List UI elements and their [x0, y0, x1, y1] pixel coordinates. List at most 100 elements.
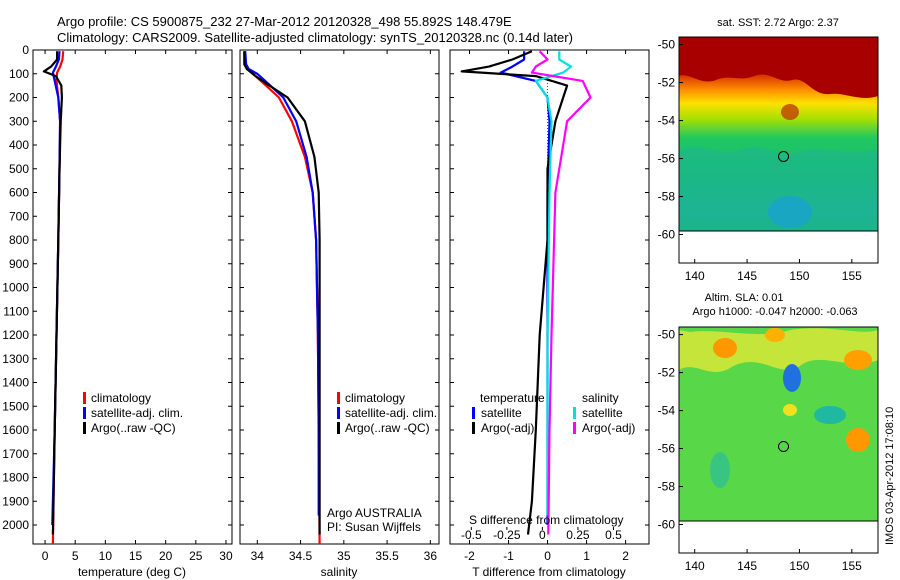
- salinity-lines: [243, 51, 321, 545]
- difference-x-axis: -2 -1 0 1 2 -0.5 -0.25 0 0.25 0.5: [461, 50, 629, 563]
- depth-tick-label: 1800: [2, 471, 29, 485]
- x-tick-label: 0: [544, 549, 551, 563]
- legend-label-temperature-satellite: satellite: [481, 406, 522, 420]
- x-tick-label: 0: [42, 549, 49, 563]
- legend-label-temperature-argo: Argo(-adj): [481, 421, 534, 435]
- t-difference-label: T difference from climatology: [472, 565, 626, 579]
- legend-swatch-temperature-satellite: [472, 407, 475, 419]
- lat-tick-label: -58: [658, 480, 676, 494]
- sst-cool-band: [679, 146, 878, 231]
- legend-label-argo: Argo(..raw -QC): [345, 421, 430, 435]
- depth-tick-label: 0: [22, 43, 29, 57]
- sst-map-panel: sat. SST: 2.72 Argo: 2.37 140 145 150 155 -5…: [658, 17, 879, 283]
- sla-map-axes: [678, 326, 879, 554]
- x-tick-label: -1: [503, 549, 514, 563]
- legend-label-salinity-argo: Argo(-adj): [582, 421, 635, 435]
- depth-tick-label: 1200: [2, 328, 29, 342]
- sla-yellow-spot: [783, 404, 797, 416]
- temperature-x-label: temperature (deg C): [78, 565, 186, 579]
- sst-map-axes: [678, 36, 879, 264]
- s-difference-tick-label: 0.5: [605, 528, 622, 542]
- sla-orange-eddy-east: [844, 350, 872, 370]
- depth-tick-label: 1300: [2, 352, 29, 366]
- lon-tick-label: 155: [842, 269, 862, 283]
- difference-panel: -2 -1 0 1 2 -0.5 -0.25 0 0.25 0.5 temperature sal…: [449, 49, 650, 579]
- lat-tick-label: -56: [658, 152, 676, 166]
- sst-cold-patch: [768, 196, 812, 228]
- temperature-x-axis: 0 5 10 15 20 25 30: [42, 50, 233, 563]
- depth-tick-label: 1000: [2, 281, 29, 295]
- s-difference-tick-label: 0.25: [566, 528, 590, 542]
- depth-tick-label: 200: [9, 91, 29, 105]
- sla-orange-eddy-south: [846, 428, 870, 452]
- lon-tick-label: 155: [842, 559, 862, 573]
- series-line-argo-raw-qc-: [42, 51, 64, 535]
- sla-teal-south: [710, 452, 730, 488]
- legend-label-argo: Argo(..raw -QC): [91, 421, 176, 435]
- lat-tick-label: -54: [658, 114, 676, 128]
- temperature-lines: [42, 51, 65, 545]
- series-line-salinity-satellite: [534, 51, 573, 516]
- s-difference-tick-label: -0.5: [461, 528, 482, 542]
- argo-float-marker: [778, 150, 790, 162]
- sst-warm-front: [679, 37, 878, 98]
- title-line-2: Climatology: CARS2009. Satellite-adjuste…: [57, 30, 573, 45]
- x-tick-label: 25: [189, 549, 203, 563]
- title-line-1: Argo profile: CS 5900875_232 27-Mar-2012…: [57, 14, 512, 29]
- difference-lines: [460, 50, 592, 535]
- legend-label-salinity-satellite: satellite: [582, 406, 623, 420]
- difference-depth-ticks: [450, 49, 649, 526]
- sla-map-panel: Altim. SLA: 0.01 Argo h1000: -0.047 h200…: [658, 292, 879, 573]
- sst-warm-eddy: [781, 104, 799, 120]
- x-tick-label: 35.5: [375, 549, 399, 563]
- temperature-axes-frame: [32, 49, 233, 545]
- series-line-satellite-adj-clim-: [244, 51, 320, 516]
- sla-map-title: Altim. SLA: 0.01: [705, 292, 784, 304]
- legend-label-climatology: climatology: [345, 391, 405, 405]
- legend-swatch-satellite-adj: [337, 407, 340, 419]
- lat-tick-label: -52: [658, 366, 676, 380]
- depth-tick-label: 500: [9, 162, 29, 176]
- legend-swatch-salinity-satellite: [573, 407, 576, 419]
- x-tick-label: 34.5: [289, 549, 313, 563]
- legend-swatch-climatology: [337, 392, 340, 404]
- lat-tick-label: -56: [658, 442, 676, 456]
- x-tick-label: 15: [129, 549, 143, 563]
- depth-tick-label: 1700: [2, 447, 29, 461]
- salinity-legend: climatology satellite-adj. clim. Argo(..…: [337, 391, 437, 435]
- sla-heatmap: [679, 327, 878, 521]
- depth-tick-label: 1500: [2, 399, 29, 413]
- salinity-panel: 34 34.5 35 35.5 36 climatology satellite-adj…: [239, 49, 440, 579]
- depth-tick-label: 2000: [2, 518, 29, 532]
- legend-title-salinity: salinity: [582, 391, 619, 405]
- legend-label-satellite-adj: satellite-adj. clim.: [345, 406, 437, 420]
- sla-orange-eddy-north: [765, 328, 785, 342]
- depth-axis: 0 100 200 300 400 500 600 700 800 900 1000 1100 1200…: [2, 43, 232, 532]
- lat-tick-label: -54: [658, 404, 676, 418]
- depth-tick-label: 800: [9, 233, 29, 247]
- lon-tick-label: 145: [737, 269, 757, 283]
- depth-tick-label: 700: [9, 209, 29, 223]
- s-difference-tick-label: -0.25: [493, 528, 521, 542]
- x-tick-label: 35: [337, 549, 351, 563]
- x-tick-label: 34: [251, 549, 265, 563]
- x-tick-label: 2: [622, 549, 629, 563]
- depth-tick-label: 1900: [2, 494, 29, 508]
- x-tick-label: 5: [72, 549, 79, 563]
- depth-tick-label: 1600: [2, 423, 29, 437]
- salinity-x-axis: 34 34.5 35 35.5 36: [251, 50, 437, 563]
- depth-tick-label: 900: [9, 257, 29, 271]
- sst-map-ticks: 140 145 150 155 -50 -52 -54 -56 -58 -60: [658, 38, 862, 283]
- lat-tick-label: -50: [658, 328, 676, 342]
- legend-label-satellite-adj: satellite-adj. clim.: [91, 406, 183, 420]
- lat-tick-label: -52: [658, 76, 676, 90]
- series-line-salinity-argo-adj-: [530, 50, 592, 535]
- sla-map-ticks: 140 145 150 155 -50 -52 -54 -56 -58 -60: [658, 328, 862, 573]
- salinity-depth-ticks: [240, 49, 439, 526]
- depth-tick-label: 600: [9, 186, 29, 200]
- temperature-legend: climatology satellite-adj. clim. Argo(..…: [83, 391, 183, 435]
- lat-tick-label: -60: [658, 518, 676, 532]
- sla-orange-eddy-west: [713, 338, 737, 358]
- salinity-axes-frame: [239, 49, 440, 545]
- depth-tick-label: 1100: [3, 304, 29, 318]
